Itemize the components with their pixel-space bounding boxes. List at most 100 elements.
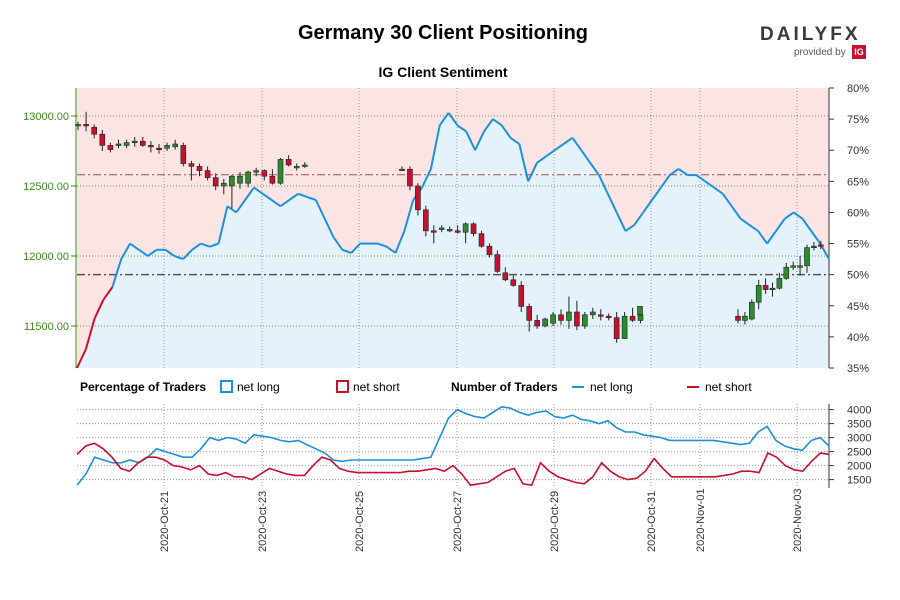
net-long-pct-segment	[182, 249, 193, 260]
ig-logo-icon: IG	[852, 45, 866, 59]
net-long-pct-segment	[102, 286, 114, 301]
net-long-pct-segment	[571, 137, 583, 151]
chart-title: Germany 30 Client Positioning	[297, 22, 589, 44]
net-long-pct-segment	[730, 205, 742, 220]
candle-body	[526, 306, 533, 321]
net-long-swatch-icon	[220, 380, 233, 393]
net-long-pct-segment	[527, 162, 538, 182]
net-long-pct-segment	[93, 299, 105, 319]
lower-panel	[77, 404, 829, 488]
net-long-pct-segment	[200, 242, 211, 248]
net-long-pct-segment	[678, 168, 689, 176]
net-long-pct-segment	[483, 118, 494, 133]
net-long-pct-segment	[262, 192, 273, 201]
net-long-pct-segment	[704, 180, 715, 189]
net-long-pct-segment	[84, 317, 96, 350]
net-long-pct-segment	[598, 174, 609, 195]
net-long-pct-segment	[138, 248, 149, 257]
net-long-pct-segment	[323, 218, 335, 238]
pct-tick-label: 35%	[847, 363, 869, 375]
candle-body	[75, 124, 81, 127]
net-long-pct-segment	[669, 168, 680, 176]
candle-body	[470, 223, 477, 234]
net-long-count-line	[76, 405, 830, 486]
candle-body	[301, 164, 308, 167]
net-long-pct-segment	[191, 242, 202, 251]
candle-body	[430, 230, 437, 233]
net-long-pct-segment	[766, 230, 777, 245]
net-long-pct-segment	[394, 230, 406, 254]
net-long-pct-segment	[288, 192, 299, 201]
count-tick-label: 4000	[847, 405, 871, 417]
candle-body	[582, 314, 588, 327]
price-tick-label: 11500.00	[24, 321, 69, 333]
candle-body	[99, 133, 106, 146]
candle-body	[164, 145, 170, 149]
candle-body	[115, 143, 122, 146]
dailyfx-logo: DAILYFX provided by IG	[760, 24, 870, 64]
candle-body	[735, 315, 741, 321]
candle-body	[245, 171, 251, 184]
candle-body	[399, 168, 405, 171]
candle-body	[629, 315, 636, 321]
net-long-pct-segment	[235, 199, 246, 214]
candle-body	[597, 314, 604, 317]
net-long-pct-segment	[279, 199, 290, 208]
price-tick-label: 12000.00	[23, 251, 69, 263]
candle-body	[510, 279, 517, 286]
net-long-pct-segment	[314, 199, 326, 220]
net-long-pct-segment	[244, 186, 255, 201]
candle-body	[269, 175, 276, 184]
net-long-pct-segment	[500, 124, 512, 139]
net-short-count-line	[76, 442, 830, 487]
candle-body	[797, 265, 803, 268]
legend-num-short: net short	[687, 380, 752, 394]
candle-body	[790, 265, 797, 268]
net-long-pct-segment	[642, 199, 653, 214]
candle-body	[776, 278, 783, 289]
net-long-pct-segment	[120, 243, 131, 260]
candle-body	[494, 254, 501, 272]
candle-body	[285, 159, 292, 166]
net-long-pct-segment	[810, 230, 821, 245]
candle-body	[180, 145, 187, 164]
candle-body	[518, 285, 525, 307]
pct-tick-label: 40%	[847, 332, 869, 344]
candle-body	[589, 311, 596, 316]
logo-provided-by: provided by	[794, 47, 846, 58]
x-tick-label: 2020-Oct-31	[646, 491, 658, 552]
x-tick-label: 2020-Oct-27	[452, 491, 464, 552]
net-long-pct-segment	[474, 131, 485, 151]
net-long-pct-segment	[518, 143, 530, 182]
x-tick-label: 2020-Oct-25	[354, 491, 366, 552]
candle-body	[204, 170, 211, 178]
candle-body	[769, 287, 776, 291]
net-long-pct-segment	[377, 242, 387, 248]
candle-body	[486, 245, 493, 255]
candle-body	[188, 163, 195, 167]
x-tick-label: 2020-Oct-21	[159, 491, 171, 552]
candle-body	[783, 266, 790, 279]
candle-body	[196, 166, 203, 171]
count-tick-label: 2000	[847, 461, 871, 473]
candle-body	[407, 168, 413, 187]
candle-body	[438, 227, 445, 230]
price-tick-label: 12500.00	[23, 181, 69, 193]
logo-text: DAILYFX	[760, 24, 861, 45]
candle-body	[566, 311, 572, 321]
candle-body	[140, 140, 146, 146]
legend-pct-heading: Percentage of Traders	[80, 380, 207, 394]
candle-body	[91, 126, 97, 135]
net-long-pct-segment	[660, 174, 671, 189]
candle-body	[253, 170, 259, 173]
candle-body	[261, 170, 268, 177]
net-long-pct-segment	[784, 211, 795, 220]
candle-body	[542, 318, 548, 327]
net-long-pct-segment	[545, 149, 556, 158]
candle-body	[415, 185, 421, 211]
pct-tick-label: 65%	[847, 176, 869, 188]
candle-body	[574, 311, 580, 327]
net-long-line-icon	[572, 386, 584, 388]
candle-body	[293, 166, 300, 169]
net-long-pct-segment	[350, 242, 361, 254]
